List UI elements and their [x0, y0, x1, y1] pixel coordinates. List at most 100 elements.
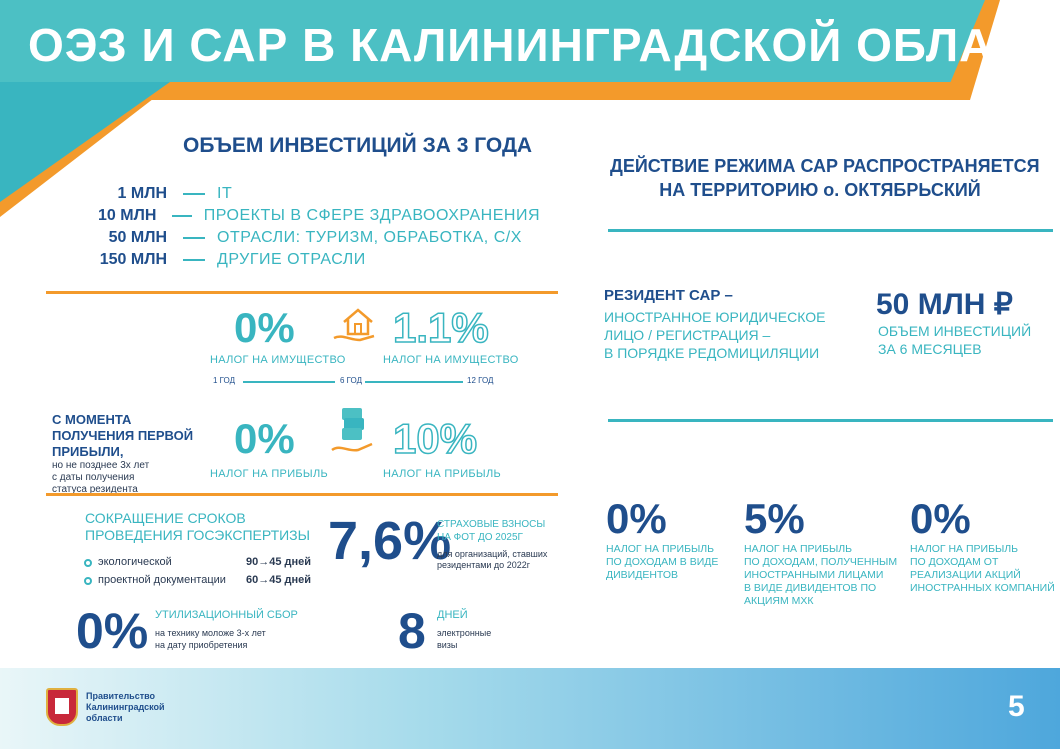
sar-resident-line: ЛИЦО / РЕГИСТРАЦИЯ – — [604, 327, 771, 343]
investment-row: 10 МЛН ПРОЕКТЫ В СФЕРЕ ЗДРАВООХРАНЕНИЯ — [80, 205, 540, 227]
page-number: 5 — [1008, 690, 1025, 723]
sar-tax-desc: НАЛОГ НА ПРИБЫЛЬ ПО ДОХОДАМ ОТ РЕАЛИЗАЦИ… — [910, 543, 1055, 595]
sar-tax-card: 5% НАЛОГ НА ПРИБЫЛЬ ПО ДОХОДАМ, ПОЛУЧЕНН… — [744, 495, 898, 608]
profit-note-line: с даты получения — [52, 472, 135, 483]
expertise-item-value: 90→45 дней — [246, 556, 312, 568]
government-name-line: Правительство — [86, 691, 156, 701]
timeline-line — [243, 381, 335, 383]
sar-tax-line: ПО ДОХОДАМ В ВИДЕ — [606, 556, 719, 568]
sar-invest-text: ОБЪЕМ ИНВЕСТИЦИЙ ЗА 6 МЕСЯЦЕВ — [878, 322, 1031, 358]
divider — [46, 493, 558, 496]
profit-note-line: но не позднее 3х лет — [52, 460, 150, 471]
investment-amount: 150 МЛН — [99, 251, 167, 268]
timeline-label: 6 ГОД — [340, 376, 363, 385]
sar-tax-desc: НАЛОГ НА ПРИБЫЛЬ ПО ДОХОДАМ, ПОЛУЧЕННЫМ … — [744, 543, 898, 608]
sar-tax-value: 0% — [910, 495, 971, 542]
profit-note-title: С МОМЕНТА ПОЛУЧЕНИЯ ПЕРВОЙ ПРИБЫЛИ, — [52, 412, 194, 459]
sar-tax-value: 0% — [606, 495, 667, 542]
sar-tax-line: ПО ДОХОДАМ, ПОЛУЧЕННЫМ — [744, 556, 898, 568]
sar-invest-line: ЗА 6 МЕСЯЦЕВ — [878, 341, 982, 357]
investment-row: 150 МЛН ДРУГИЕ ОТРАСЛИ — [80, 249, 540, 271]
profit-tax-now-label: НАЛОГ НА ПРИБЫЛЬ — [210, 468, 328, 480]
visa-note-line: электронные — [437, 628, 492, 638]
recycling-note: на технику моложе 3-х лет на дату приобр… — [155, 627, 266, 651]
expertise-title: СОКРАЩЕНИЕ СРОКОВ ПРОВЕДЕНИЯ ГОСЭКСПЕРТИ… — [85, 510, 310, 544]
insurance-note-line: резидентами до 2022г — [437, 560, 530, 570]
sar-invest-value: 50 МЛН ₽ — [876, 288, 1013, 321]
investment-amount: 50 МЛН — [108, 229, 167, 246]
expertise-title-line: ПРОВЕДЕНИЯ ГОСЭКСПЕРТИЗЫ — [85, 527, 311, 543]
investment-amount: 10 МЛН — [98, 207, 157, 224]
sar-tax-line: РЕАЛИЗАЦИИ АКЦИЙ — [910, 569, 1021, 581]
visa-title: ДНЕЙ — [437, 609, 468, 621]
property-tax-now-label: НАЛОГ НА ИМУЩЕСТВО — [210, 354, 346, 366]
investment-amount: 1 МЛН — [117, 185, 167, 202]
expertise-item-value: 60→45 дней — [246, 574, 312, 586]
investment-row: 50 МЛН ОТРАСЛИ: ТУРИЗМ, ОБРАБОТКА, С/Х — [80, 227, 540, 249]
insurance-value: 7,6% — [328, 511, 452, 571]
timeline-label: 1 ГОД — [213, 376, 236, 385]
recycling-note-line: на технику моложе 3-х лет — [155, 628, 266, 638]
insurance-note: для организаций, ставших резидентами до … — [437, 549, 547, 571]
sar-title-line: НА ТЕРРИТОРИЮ о. ОКТЯБРЬСКИЙ — [659, 180, 981, 200]
investment-sector: ОТРАСЛИ: ТУРИЗМ, ОБРАБОТКА, С/Х — [217, 229, 522, 246]
sar-title: ДЕЙСТВИЕ РЕЖИМА САР РАСПРОСТРАНЯЕТСЯ НА … — [610, 154, 1040, 202]
divider — [608, 419, 1053, 422]
government-name-line: Калининградской — [86, 702, 165, 712]
sar-tax-line: НАЛОГ НА ПРИБЫЛЬ — [910, 543, 1019, 555]
sar-tax-value: 5% — [744, 495, 805, 542]
sar-tax-desc: НАЛОГ НА ПРИБЫЛЬ ПО ДОХОДАМ В ВИДЕ ДИВИД… — [606, 543, 736, 582]
property-tax-later-label: НАЛОГ НА ИМУЩЕСТВО — [383, 354, 519, 366]
profit-tax-later-value: 10% — [392, 414, 478, 463]
visa-value: 8 — [398, 603, 426, 659]
sar-invest-line: ОБЪЕМ ИНВЕСТИЦИЙ — [878, 323, 1032, 339]
money-hand-icon — [328, 404, 378, 460]
house-hand-icon — [330, 300, 380, 348]
visa-note-line: визы — [437, 640, 458, 650]
expertise-title-line: СОКРАЩЕНИЕ СРОКОВ — [85, 510, 246, 526]
sar-resident-line: В ПОРЯДКЕ РЕДОМИЦИЛЯЦИИ — [604, 345, 820, 361]
sar-tax-line: НАЛОГ НА ПРИБЫЛЬ — [744, 543, 853, 555]
investment-sector: ДРУГИЕ ОТРАСЛИ — [217, 251, 366, 268]
insurance-title: СТРАХОВЫЕ ВЗНОСЫ НА ФОТ ДО 2025Г — [437, 518, 545, 544]
dash — [183, 193, 205, 195]
divider — [46, 291, 558, 294]
sar-tax-line: ИНОСТРАННЫХ КОМПАНИЙ — [910, 582, 1055, 594]
sar-resident-text: ИНОСТРАННОЕ ЮРИДИЧЕСКОЕ ЛИЦО / РЕГИСТРАЦ… — [604, 308, 825, 362]
sar-tax-line: АКЦИЯМ МХК — [744, 595, 814, 607]
sar-tax-line: ДИВИДЕНТОВ — [606, 569, 679, 581]
insurance-title-line: НА ФОТ ДО 2025Г — [437, 532, 523, 543]
recycling-value: 0% — [76, 603, 149, 659]
crest-tower-icon — [55, 698, 69, 714]
bullet-icon — [84, 577, 92, 585]
expertise-item-label: проектной документации — [98, 574, 226, 586]
dash — [183, 259, 205, 261]
property-tax-now-value: 0% — [234, 304, 295, 351]
divider — [608, 229, 1053, 232]
investment-title: ОБЪЕМ ИНВЕСТИЦИЙ ЗА 3 ГОДА — [183, 134, 533, 157]
investment-row: 1 МЛН IT — [80, 183, 540, 205]
sar-tax-card: 0% НАЛОГ НА ПРИБЫЛЬ ПО ДОХОДАМ ОТ РЕАЛИЗ… — [910, 495, 1055, 595]
page-title: ОЭЗ И САР В КАЛИНИНГРАДСКОЙ ОБЛАСТИ — [28, 19, 1060, 71]
dash — [172, 215, 192, 217]
expertise-item-label: экологической — [98, 556, 172, 568]
insurance-note-line: для организаций, ставших — [437, 549, 548, 559]
sar-tax-line: В ВИДЕ ДИВИДЕНТОВ ПО — [744, 582, 877, 594]
government-name-line: области — [86, 713, 123, 723]
dash — [183, 237, 205, 239]
sar-tax-line: ПО ДОХОДАМ ОТ — [910, 556, 999, 568]
government-name: Правительство Калининградской области — [86, 691, 196, 724]
bullet-icon — [84, 559, 92, 567]
profit-tax-later-label: НАЛОГ НА ПРИБЫЛЬ — [383, 468, 501, 480]
sar-tax-line: НАЛОГ НА ПРИБЫЛЬ — [606, 543, 715, 555]
timeline-label: 12 ГОД — [467, 376, 494, 385]
recycling-note-line: на дату приобретения — [155, 640, 248, 650]
sar-tax-line: ИНОСТРАННЫМИ ЛИЦАМИ — [744, 569, 884, 581]
insurance-title-line: СТРАХОВЫЕ ВЗНОСЫ — [437, 519, 546, 530]
profit-note-line: статуса резидента — [52, 484, 138, 495]
property-tax-later-value: 1.1% — [392, 303, 489, 352]
visa-note: электронные визы — [437, 627, 491, 651]
recycling-title: УТИЛИЗАЦИОННЫЙ СБОР — [155, 609, 298, 621]
sar-resident-title: РЕЗИДЕНТ САР – — [604, 287, 733, 304]
sar-tax-card: 0% НАЛОГ НА ПРИБЫЛЬ ПО ДОХОДАМ В ВИДЕ ДИ… — [606, 495, 736, 582]
